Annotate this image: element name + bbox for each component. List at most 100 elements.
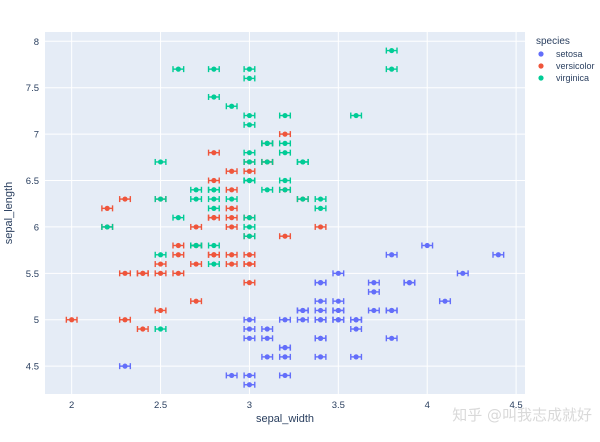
data-point[interactable] (207, 251, 220, 258)
data-point[interactable] (243, 372, 256, 379)
data-point[interactable] (261, 335, 274, 342)
data-point[interactable] (190, 196, 203, 203)
data-point[interactable] (296, 316, 309, 323)
data-point[interactable] (296, 158, 309, 165)
data-point[interactable] (438, 298, 452, 305)
data-point[interactable] (350, 316, 363, 323)
data-point[interactable] (243, 223, 256, 230)
data-point[interactable] (207, 93, 220, 100)
data-point[interactable] (367, 279, 380, 286)
data-point[interactable] (314, 223, 327, 230)
data-point[interactable] (118, 270, 132, 277)
data-point[interactable] (243, 251, 256, 258)
data-point[interactable] (278, 149, 292, 156)
data-point[interactable] (278, 140, 292, 147)
data-point[interactable] (207, 196, 220, 203)
data-point[interactable] (243, 168, 256, 175)
data-point[interactable] (421, 242, 434, 249)
data-point[interactable] (243, 75, 256, 82)
data-point[interactable] (261, 140, 274, 147)
data-point[interactable] (385, 335, 398, 342)
data-point[interactable] (243, 66, 256, 73)
data-point[interactable] (154, 326, 167, 333)
data-point[interactable] (243, 233, 256, 240)
legend-item-versicolor[interactable]: versicolor (538, 61, 595, 71)
data-point[interactable] (136, 326, 149, 333)
data-point[interactable] (172, 251, 185, 258)
data-point[interactable] (225, 251, 238, 258)
data-point[interactable] (207, 205, 220, 212)
data-point[interactable] (154, 251, 167, 258)
data-point[interactable] (314, 307, 327, 314)
data-point[interactable] (225, 223, 238, 230)
data-point[interactable] (314, 316, 327, 323)
data-point[interactable] (403, 279, 416, 286)
data-point[interactable] (261, 326, 274, 333)
series-setosa[interactable] (118, 242, 505, 388)
data-point[interactable] (172, 270, 185, 277)
data-point[interactable] (385, 251, 398, 258)
data-point[interactable] (385, 66, 398, 73)
data-point[interactable] (225, 103, 238, 110)
data-point[interactable] (172, 214, 185, 221)
data-point[interactable] (278, 372, 292, 379)
data-point[interactable] (332, 270, 345, 277)
data-point[interactable] (243, 149, 256, 156)
data-point[interactable] (190, 261, 203, 268)
data-point[interactable] (314, 335, 327, 342)
data-point[interactable] (314, 353, 327, 360)
data-point[interactable] (190, 298, 203, 305)
data-point[interactable] (261, 353, 274, 360)
data-point[interactable] (190, 242, 203, 249)
data-point[interactable] (172, 66, 185, 73)
data-point[interactable] (101, 205, 114, 212)
series-virginica[interactable] (101, 47, 398, 333)
data-point[interactable] (207, 66, 220, 73)
data-point[interactable] (385, 47, 398, 54)
data-point[interactable] (367, 288, 380, 295)
data-point[interactable] (367, 307, 380, 314)
data-point[interactable] (243, 316, 256, 323)
data-point[interactable] (332, 316, 345, 323)
data-point[interactable] (332, 298, 345, 305)
data-point[interactable] (261, 158, 274, 165)
data-point[interactable] (243, 381, 256, 388)
data-point[interactable] (278, 353, 292, 360)
data-point[interactable] (261, 186, 274, 193)
data-point[interactable] (207, 242, 220, 249)
data-point[interactable] (278, 177, 292, 184)
data-point[interactable] (243, 112, 256, 119)
data-point[interactable] (243, 121, 256, 128)
data-point[interactable] (385, 307, 398, 314)
data-point[interactable] (314, 205, 327, 212)
data-point[interactable] (314, 279, 327, 286)
data-point[interactable] (243, 335, 256, 342)
data-point[interactable] (225, 372, 238, 379)
data-point[interactable] (243, 177, 256, 184)
data-point[interactable] (243, 279, 256, 286)
data-point[interactable] (207, 149, 220, 156)
data-point[interactable] (296, 196, 309, 203)
data-point[interactable] (314, 298, 327, 305)
data-point[interactable] (225, 205, 238, 212)
data-point[interactable] (350, 326, 363, 333)
data-point[interactable] (243, 158, 256, 165)
data-point[interactable] (278, 344, 292, 351)
data-point[interactable] (278, 186, 292, 193)
data-point[interactable] (243, 261, 256, 268)
data-point[interactable] (190, 186, 203, 193)
data-point[interactable] (225, 186, 238, 193)
data-point[interactable] (207, 261, 220, 268)
data-point[interactable] (118, 363, 132, 370)
data-point[interactable] (154, 307, 167, 314)
data-point[interactable] (225, 196, 238, 203)
legend-item-virginica[interactable]: virginica (538, 73, 589, 83)
data-point[interactable] (101, 223, 114, 230)
data-point[interactable] (243, 326, 256, 333)
data-point[interactable] (278, 112, 292, 119)
data-point[interactable] (118, 196, 132, 203)
data-point[interactable] (154, 261, 167, 268)
data-point[interactable] (332, 307, 345, 314)
data-point[interactable] (278, 233, 292, 240)
legend-item-setosa[interactable]: setosa (538, 49, 583, 59)
